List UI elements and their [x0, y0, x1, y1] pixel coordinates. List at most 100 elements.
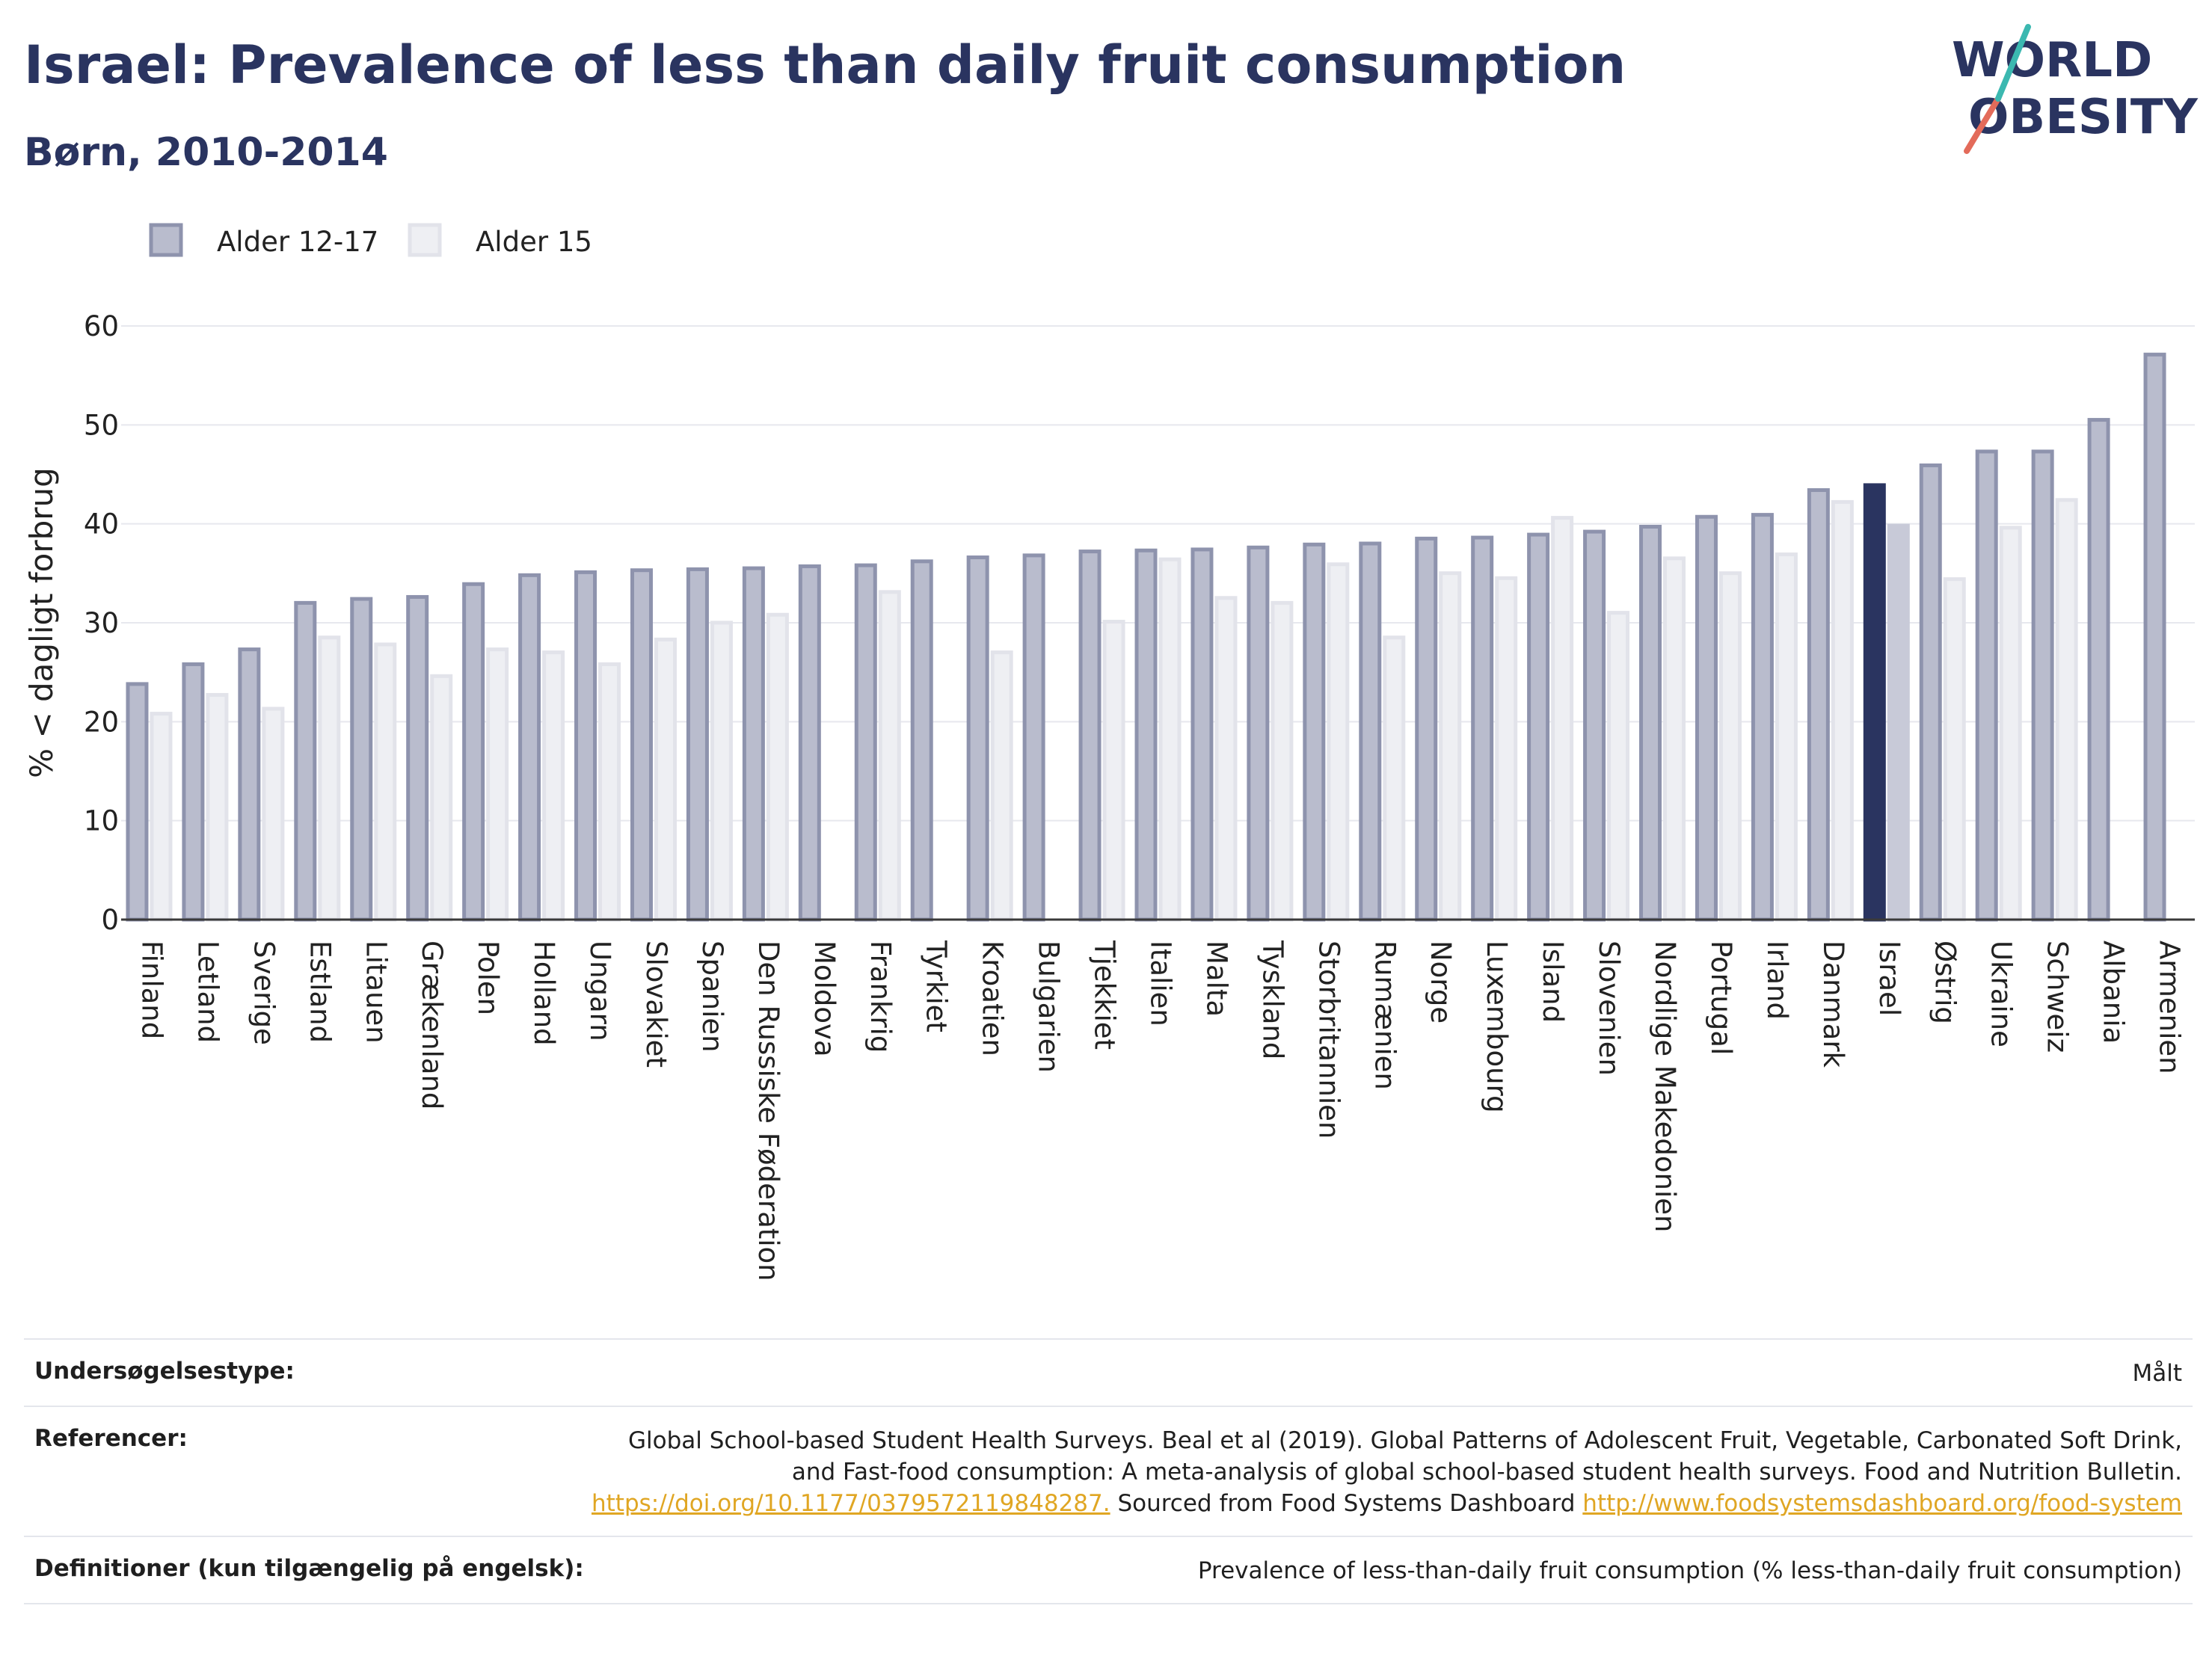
- bar-alder-12-17: [518, 573, 541, 922]
- bar-alder-12-17: [462, 582, 485, 922]
- bar-alder-15: [318, 635, 341, 922]
- bar-alder-12-17: [1639, 524, 1662, 922]
- y-tick-label: 40: [84, 508, 119, 541]
- bar-alder-12-17: [2143, 352, 2166, 922]
- bar-alder-12-17: [574, 570, 597, 922]
- bar-alder-15: [1663, 556, 1686, 922]
- x-tick-label: Norge: [1425, 941, 1457, 1024]
- bar-alder-15: [1831, 499, 1854, 922]
- x-tick-label: Israel: [1873, 941, 1905, 1016]
- bar-alder-15: [486, 647, 509, 922]
- bar-alder-12-17: [854, 563, 877, 922]
- bar-alder-12-17: [1415, 536, 1438, 922]
- bar-alder-15: [262, 707, 285, 922]
- bar-alder-15: [206, 692, 229, 922]
- dashboard-link[interactable]: http://www.foodsystemsdashboard.org/food…: [1582, 1490, 2182, 1517]
- world-obesity-logo: WORLD OBESITY: [1952, 24, 2198, 154]
- bar-alder-15: [430, 674, 453, 922]
- y-tick-label: 60: [84, 310, 119, 342]
- bar-alder-15: [598, 662, 621, 922]
- definitions-value: Prevalence of less-than-daily fruit cons…: [1197, 1557, 2182, 1584]
- x-tick-label: Tyrkiet: [921, 940, 953, 1032]
- bar-alder-15: [374, 642, 397, 922]
- bar-alder-15: [1607, 611, 1630, 922]
- bar-alder-12-17: [742, 566, 765, 922]
- legend-swatch-2: [408, 223, 442, 257]
- x-tick-label: Bulgarien: [1033, 941, 1065, 1073]
- bar-alder-12-17: [1583, 529, 1606, 922]
- legend-swatch-1: [149, 223, 183, 257]
- x-tick-label: Luxembourg: [1481, 941, 1513, 1113]
- x-tick-label: Tjekkiet: [1089, 940, 1121, 1050]
- y-tick-label: 30: [84, 607, 119, 639]
- x-tick-label: Sverige: [248, 941, 280, 1045]
- x-tick-label: Portugal: [1705, 941, 1737, 1055]
- bar-alder-12-17: [1807, 488, 1830, 922]
- bar-alder-12-17: [1919, 463, 1942, 922]
- chart-title: Israel: Prevalence of less than daily fr…: [24, 34, 1626, 96]
- x-tick-label: Polen: [472, 941, 504, 1015]
- bar-alder-12-17: [1022, 553, 1045, 922]
- x-tick-label: Kroatien: [977, 941, 1009, 1056]
- y-axis-label: % < dagligt forbrug: [23, 467, 60, 778]
- bar-alder-12-17: [2031, 449, 2054, 922]
- bar-alder-12-17: [1751, 513, 1774, 922]
- bar-alder-12-17: [1471, 535, 1494, 922]
- x-tick-label: Tyskland: [1256, 940, 1288, 1059]
- bar-alder-12-17: [630, 568, 653, 922]
- x-tick-label: Ukraine: [1985, 941, 2018, 1047]
- x-tick-label: Italien: [1145, 941, 1177, 1026]
- survey-type-value: Målt: [2132, 1360, 2182, 1387]
- legend-label-2: Alder 15: [476, 226, 592, 258]
- bar-alder-15: [710, 621, 733, 922]
- bar-alder-12-17: [2087, 418, 2110, 922]
- bar-alder-15: [1383, 635, 1406, 922]
- bar-alder-15: [1158, 557, 1182, 922]
- x-tick-label: Estland: [304, 941, 336, 1043]
- bar-alder-12-17: [1134, 548, 1158, 922]
- bar-alder-15: [1271, 600, 1294, 922]
- logo-line1: WORLD: [1952, 33, 2152, 88]
- bar-alder-15: [1775, 552, 1798, 922]
- x-tick-label: Holland: [528, 941, 560, 1046]
- logo-stroke-red: [1964, 96, 2001, 154]
- chart-subtitle: Børn, 2010-2014: [24, 130, 388, 175]
- bar-alder-12-17: [1695, 514, 1718, 922]
- bar-alder-15: [1999, 526, 2022, 922]
- bar-alder-15: [1495, 576, 1518, 922]
- x-tick-label: Armenien: [2154, 941, 2186, 1074]
- bar-alder-12-17: [966, 555, 989, 922]
- x-tick-label: Albania: [2098, 941, 2130, 1044]
- bar-alder-12-17: [1359, 541, 1382, 922]
- bar-alder-12-17: [294, 600, 317, 922]
- x-tick-label: Moldova: [808, 941, 841, 1057]
- x-tick-label: Slovenien: [1593, 941, 1625, 1076]
- doi-link[interactable]: https://doi.org/10.1177/0379572119848287…: [592, 1490, 1110, 1517]
- x-tick-label: Grækenland: [416, 941, 448, 1109]
- legend-label-1: Alder 12-17: [217, 226, 378, 258]
- bar-alder-12-17: [1863, 483, 1886, 922]
- x-tick-label: Finland: [135, 941, 168, 1039]
- y-tick-label: 10: [84, 805, 119, 837]
- x-tick-label: Irland: [1761, 941, 1793, 1020]
- references-source: Sourced from Food Systems Dashboard: [1117, 1490, 1576, 1517]
- bar-alder-15: [1551, 516, 1574, 922]
- bar-alder-12-17: [1247, 545, 1270, 922]
- x-tick-label: Malta: [1200, 941, 1232, 1017]
- definitions-row: Definitioner (kun tilgængelig på engelsk…: [24, 1536, 2193, 1604]
- y-tick-label: 20: [84, 706, 119, 738]
- survey-type-label: Undersøgelsestype:: [34, 1358, 295, 1385]
- references-label: Referencer:: [34, 1425, 188, 1452]
- bar-alder-15: [766, 612, 789, 922]
- references-text: Global School-based Student Health Surve…: [628, 1427, 2182, 1486]
- bar-alder-15: [1439, 571, 1462, 922]
- y-tick-label: 0: [101, 904, 119, 936]
- x-tick-label: Nordlige Makedonien: [1649, 941, 1681, 1232]
- x-tick-label: Storbritannien: [1312, 941, 1345, 1139]
- bar-alder-15: [2055, 498, 2078, 922]
- bar-alder-12-17: [910, 559, 933, 922]
- definitions-label: Definitioner (kun tilgængelig på engelsk…: [34, 1555, 584, 1582]
- bar-alder-12-17: [798, 564, 821, 922]
- bar-alder-15: [150, 712, 173, 922]
- references-value: Global School-based Student Health Surve…: [582, 1425, 2182, 1519]
